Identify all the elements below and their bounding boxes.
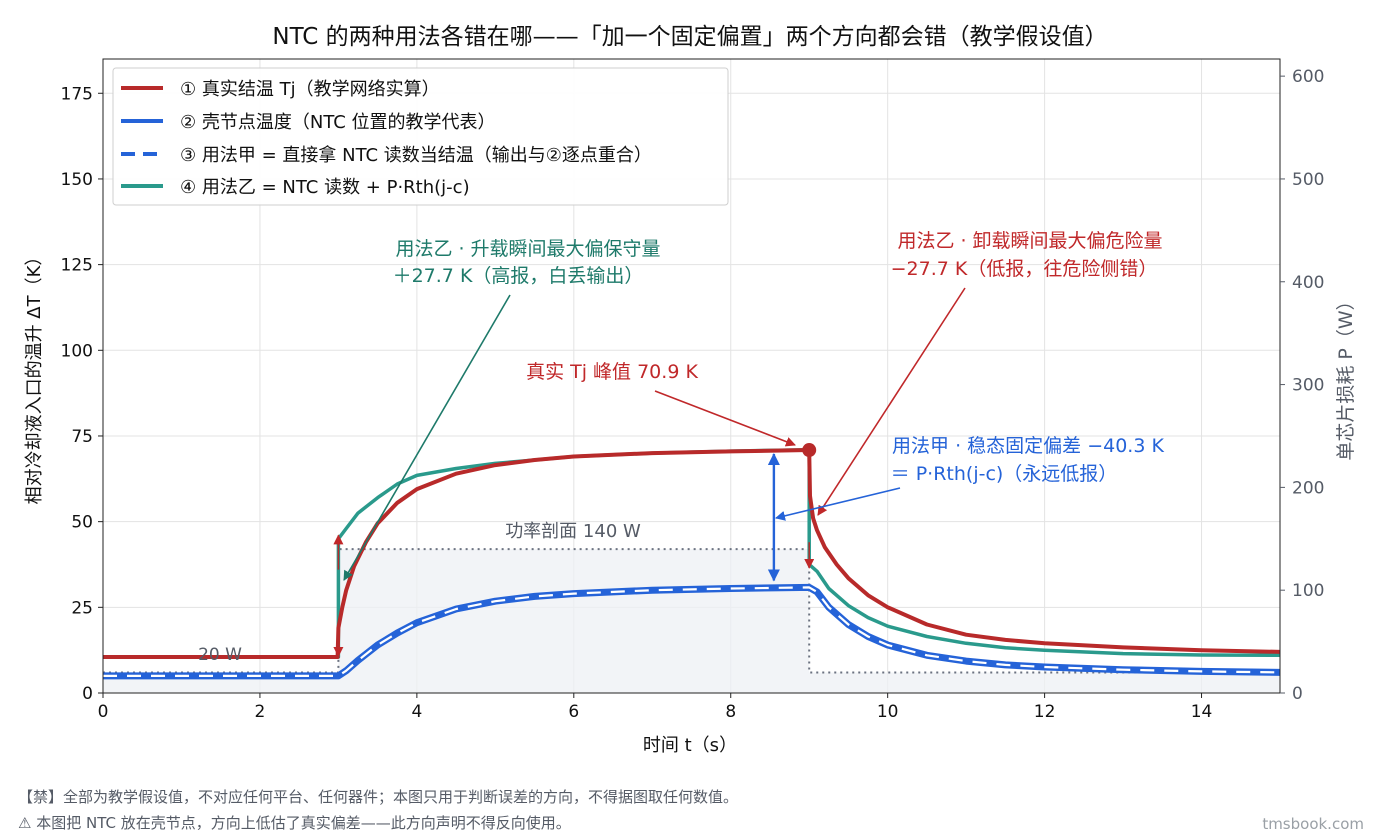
grid: [102, 59, 1280, 694]
annotation-a-offset-line1: 用法甲 · 稳态固定偏差 −40.3 K: [892, 435, 1164, 457]
y2-axis-label: 单芯片损耗 P（W）: [1335, 291, 1357, 460]
y-axis-label: 相对冷却液入口的温升 ΔT（K）: [24, 248, 45, 505]
annotation-b-rise-line1: 用法乙 · 升载瞬间最大偏保守量: [395, 238, 660, 260]
annotation-b-fall-arrow: [817, 287, 966, 516]
x-axis-label: 时间 t（s）: [643, 735, 737, 756]
annotation-b-fall-line2: −27.7 K（低报，往危险侧错）: [891, 258, 1158, 280]
x-tick-label: 12: [1034, 702, 1056, 722]
y-ticks: 0 25 50 75 100 125 150 175: [61, 84, 103, 704]
y-tick-label: 0: [82, 684, 93, 704]
series-tj-line: [103, 448, 1280, 659]
series-method-a-line: [103, 586, 1280, 677]
y2-tick-label: 100: [1292, 581, 1324, 601]
y-tick-label: 100: [61, 341, 93, 361]
legend-box: [112, 67, 729, 206]
power-profile: [103, 548, 1280, 693]
y-tick-label: 150: [61, 170, 93, 190]
y2-tick-label: 200: [1292, 478, 1324, 498]
legend-label-tj: ① 真实结温 Tj（教学网络实算）: [180, 79, 440, 100]
annotation-b-rise-line2: ＋27.7 K（高报，白丢输出）: [393, 265, 644, 287]
series-group: [103, 447, 1280, 680]
y2-tick-label: 300: [1292, 376, 1324, 396]
power-line: [103, 548, 1280, 674]
chart: NTC 的两种用法各错在哪——「加一个固定偏置」两个方向都会错（教学假设值） 0…: [24, 24, 1357, 756]
plot-frame: [102, 58, 1281, 694]
footer-direction-note: ⚠ 本图把 NTC 放在壳节点，方向上低估了真实偏差——此方向声明不得反向使用。: [18, 814, 571, 832]
annotation-a-offset-arrow: [775, 487, 901, 521]
low-power-label: 20 W: [198, 645, 242, 665]
y-tick-label: 125: [61, 256, 93, 276]
annotation-peak-arrow: [654, 390, 796, 447]
x-tick-label: 0: [98, 702, 109, 722]
y2-tick-label: 400: [1292, 273, 1324, 293]
tj-peak-marker: [802, 443, 817, 458]
annotations: 功率剖面 140 W 20 W 用法乙 · 升载瞬间最大偏保守量 ＋27.7 K…: [198, 230, 1164, 665]
legend-label-method-a: ③ 用法甲 = 直接拿 NTC 读数当结温（输出与②逐点重合）: [180, 144, 652, 166]
y-tick-label: 25: [71, 598, 93, 618]
brand-watermark: tmsbook.com: [1262, 815, 1364, 833]
annotation-a-offset-line2: ＝ P·Rth(j-c)（永远低报）: [891, 463, 1118, 485]
y-tick-label: 50: [71, 513, 93, 533]
x-tick-label: 2: [255, 702, 266, 722]
annotation-b-fall-line1: 用法乙 · 卸载瞬间最大偏危险量: [897, 230, 1162, 252]
footer-disclaimer: 【禁】全部为教学假设值，不对应任何平台、任何器件；本图只用于判断误差的方向，不得…: [18, 788, 739, 806]
x-tick-label: 10: [877, 702, 899, 722]
x-ticks: 0 2 4 6 8 10 12 14: [98, 693, 1213, 722]
x-tick-label: 8: [725, 702, 736, 722]
y2-tick-label: 600: [1292, 67, 1324, 87]
legend-label-case: ② 壳节点温度（NTC 位置的教学代表）: [180, 112, 496, 133]
y2-tick-label: 500: [1292, 170, 1324, 190]
chart-title: NTC 的两种用法各错在哪——「加一个固定偏置」两个方向都会错（教学假设值）: [272, 24, 1107, 50]
power-area: [103, 549, 1280, 693]
legend-label-method-b: ④ 用法乙 = NTC 读数 + P·Rth(j-c): [180, 177, 470, 198]
y2-tick-label: 0: [1292, 684, 1303, 704]
power-label: 功率剖面 140 W: [505, 521, 641, 542]
x-tick-label: 6: [568, 702, 579, 722]
annotation-b-rise-arrow: [343, 294, 511, 581]
legend: ① 真实结温 Tj（教学网络实算） ② 壳节点温度（NTC 位置的教学代表） ③…: [112, 67, 729, 206]
y-tick-label: 175: [61, 84, 93, 104]
x-tick-label: 4: [411, 702, 422, 722]
annotation-peak: 真实 Tj 峰值 70.9 K: [526, 361, 698, 383]
x-tick-label: 14: [1191, 702, 1213, 722]
y2-ticks: 0 100 200 300 400 500 600: [1280, 67, 1324, 704]
y-tick-label: 75: [71, 427, 93, 447]
